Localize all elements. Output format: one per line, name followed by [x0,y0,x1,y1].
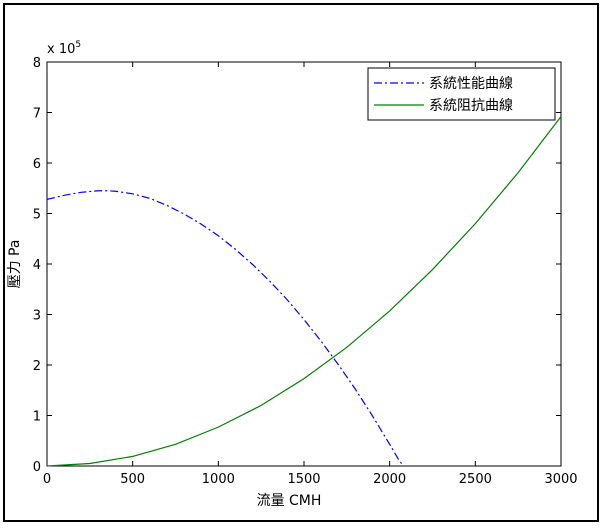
legend-label-performance: 系統性能曲線 [429,76,513,92]
x-tick-label: 2000 [373,472,406,487]
legend-label-resistance: 系統阻抗曲線 [429,98,513,114]
y-tick-label: 0 [33,460,41,475]
x-tick-label: 1500 [287,472,320,487]
y-tick-label: 8 [33,56,41,71]
y-tick-label: 1 [33,410,41,425]
series-lines [46,116,562,467]
y-tick-label: 5 [33,208,41,223]
y-axis-label: 壓力 Pa [7,240,23,289]
y-tick-label: 2 [33,359,41,374]
exponent-base: x 10 [47,42,75,57]
y-axis-ticks: 0 1 2 3 4 5 6 7 8 [33,56,561,475]
x-tick-label: 2500 [459,472,492,487]
x-axis-ticks: 0 500 1000 1500 2000 2500 3000 [43,62,578,487]
x-tick-label: 500 [120,472,145,487]
exponent-label: x 105 [47,40,81,57]
exponent-power: 5 [75,40,81,50]
y-tick-label: 4 [33,258,41,273]
series-line-performance [46,190,404,467]
y-tick-label: 7 [33,107,41,122]
plot-area [46,61,562,467]
legend: 系統性能曲線 系統阻抗曲線 [367,67,556,121]
x-axis-label: 流量 CMH [257,493,322,509]
y-tick-label: 6 [33,157,41,172]
y-tick-label: 3 [33,309,41,324]
x-tick-label: 3000 [544,472,577,487]
x-tick-label: 1000 [202,472,235,487]
x-tick-label: 0 [43,472,51,487]
legend-box [367,67,556,121]
series-line-resistance [46,116,562,467]
